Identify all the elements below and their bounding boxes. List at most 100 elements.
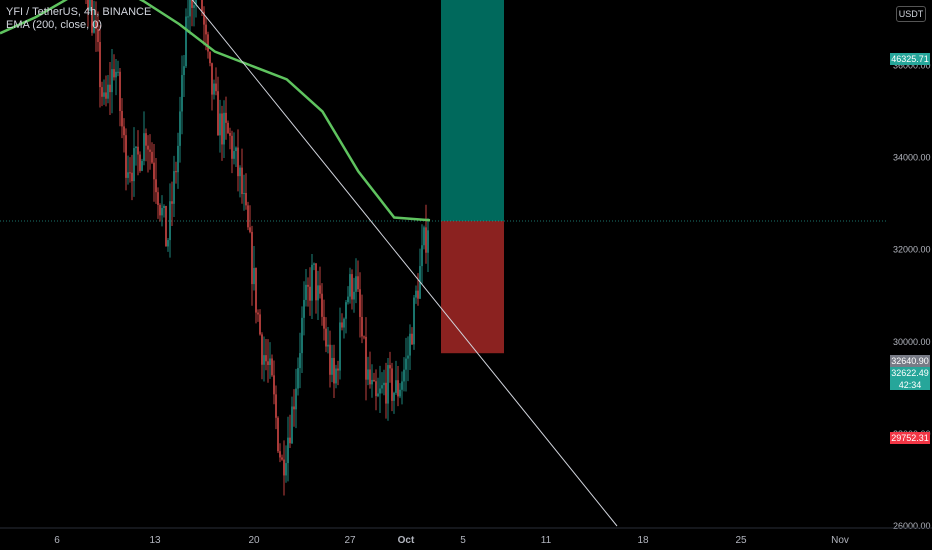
candle-body <box>229 132 231 136</box>
candle-body <box>261 334 263 365</box>
candle-body <box>141 160 143 171</box>
time-tick-label: 18 <box>637 535 649 546</box>
candle-body <box>331 357 333 375</box>
candle-body <box>205 24 207 35</box>
candle-body <box>411 333 413 345</box>
candle-body <box>357 276 359 290</box>
candle-body <box>265 355 267 362</box>
candle-body <box>283 459 285 476</box>
candle-body <box>407 355 409 359</box>
current-price-tag: 32622.49 <box>890 367 930 379</box>
candle-body <box>163 205 165 208</box>
candle-body <box>273 375 275 395</box>
currency-unit-button[interactable]: USDT <box>896 6 926 22</box>
candle-body <box>97 29 99 42</box>
candle-body <box>231 135 233 159</box>
time-tick-label: Nov <box>831 535 849 546</box>
time-tick-label: 11 <box>541 535 552 546</box>
bar-countdown: 42:34 <box>890 379 930 390</box>
stop-price-tag: 29752.31 <box>890 432 930 444</box>
candle-body <box>183 66 185 76</box>
candle-body <box>129 172 131 174</box>
candle-body <box>103 92 105 97</box>
candle-body <box>343 318 345 328</box>
candle-body <box>145 133 147 146</box>
candle-body <box>365 336 367 380</box>
candle-body <box>159 205 161 216</box>
candle-body <box>245 192 247 206</box>
candle-body <box>153 162 155 180</box>
candle-body <box>415 290 417 298</box>
candle-body <box>333 357 335 384</box>
time-tick-label: 5 <box>460 535 466 546</box>
candle-body <box>167 240 169 247</box>
candle-body <box>217 91 219 136</box>
candle-body <box>133 148 135 182</box>
candle-body <box>189 0 191 17</box>
candle-body <box>325 328 327 347</box>
candle-body <box>109 84 111 93</box>
candle-body <box>171 201 173 204</box>
candle-body <box>423 227 425 246</box>
candle-body <box>161 207 163 216</box>
candle-body <box>157 192 159 206</box>
candle-body <box>219 113 221 136</box>
candle-body <box>169 201 171 241</box>
candle-body <box>337 368 339 371</box>
candle-body <box>105 92 107 99</box>
candle-body <box>173 171 175 204</box>
price-tick-label: 26000.00 <box>893 521 931 531</box>
candle-body <box>135 146 137 149</box>
candle-body <box>269 358 271 365</box>
candle-body <box>165 205 167 247</box>
candle-body <box>315 263 317 301</box>
candle-body <box>281 457 283 460</box>
ema-series <box>0 0 431 222</box>
candle-body <box>125 135 127 178</box>
candle-body <box>389 365 391 369</box>
candle-body <box>317 285 319 301</box>
candle-body <box>253 268 255 285</box>
candle-body <box>385 382 387 404</box>
time-tick-label: 13 <box>149 535 161 546</box>
candle-body <box>375 381 377 397</box>
candle-body <box>255 268 257 313</box>
candle-body <box>191 0 193 8</box>
candle-body <box>383 382 385 386</box>
candle-body <box>89 0 91 11</box>
candle-body <box>427 230 429 253</box>
time-tick-label: 6 <box>54 535 60 546</box>
candle-body <box>309 286 311 301</box>
candle-body <box>257 312 259 315</box>
candle-body <box>301 317 303 354</box>
trendline-line <box>191 0 618 527</box>
ema-legend: EMA (200, close, 0) <box>6 19 102 31</box>
candle-body <box>251 231 253 285</box>
candle-body <box>223 112 225 145</box>
candle-body <box>367 369 369 380</box>
candle-body <box>187 16 189 18</box>
candle-body <box>225 112 227 123</box>
time-tick-label: 20 <box>248 535 260 546</box>
candle-body <box>131 172 133 182</box>
candle-body <box>359 289 361 317</box>
candle-body <box>409 333 411 356</box>
candle-body <box>377 393 379 397</box>
loss-zone <box>441 221 504 354</box>
candle-body <box>353 291 355 300</box>
candle-body <box>341 322 343 328</box>
candle-body <box>289 437 291 444</box>
candle-body <box>387 365 389 404</box>
candle-body <box>413 297 415 345</box>
candle-body <box>391 368 393 401</box>
candle-body <box>399 389 401 397</box>
candle-body <box>149 149 151 152</box>
trendline <box>191 0 618 527</box>
chart-legend: YFI / TetherUS, 4h, BINANCE EMA (200, cl… <box>6 6 151 32</box>
candle-body <box>259 314 261 335</box>
price-axis: 26000.0028000.0030000.0032000.0034000.00… <box>893 61 931 532</box>
candle-body <box>295 388 297 410</box>
candle-body <box>209 51 211 64</box>
candle-body <box>275 394 277 418</box>
